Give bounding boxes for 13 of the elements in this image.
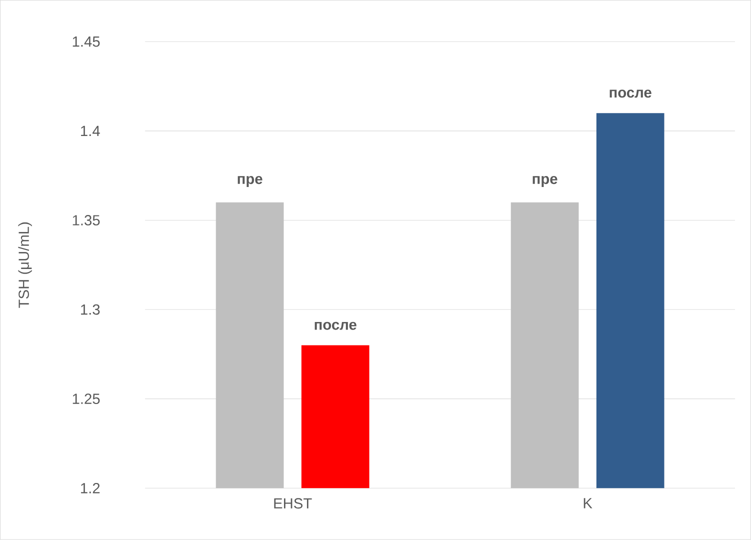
x-tick-label: K <box>584 498 592 508</box>
y-axis-title: TSH (μU/mL) <box>18 222 32 308</box>
y-tick-label: 1.3 <box>81 304 100 315</box>
x-tick-label: EHST <box>274 498 312 509</box>
y-tick-label: 1.2 <box>81 483 100 494</box>
y-tick-label: 1.35 <box>72 215 100 226</box>
series-label: после <box>610 90 652 98</box>
y-tick-label: 1.4 <box>81 126 100 136</box>
y-tick-label: 1.45 <box>72 36 100 47</box>
text: после <box>314 322 356 330</box>
text: пре <box>532 176 558 188</box>
y-tick-label: 1.25 <box>72 394 100 404</box>
series-label: пре <box>238 176 262 188</box>
